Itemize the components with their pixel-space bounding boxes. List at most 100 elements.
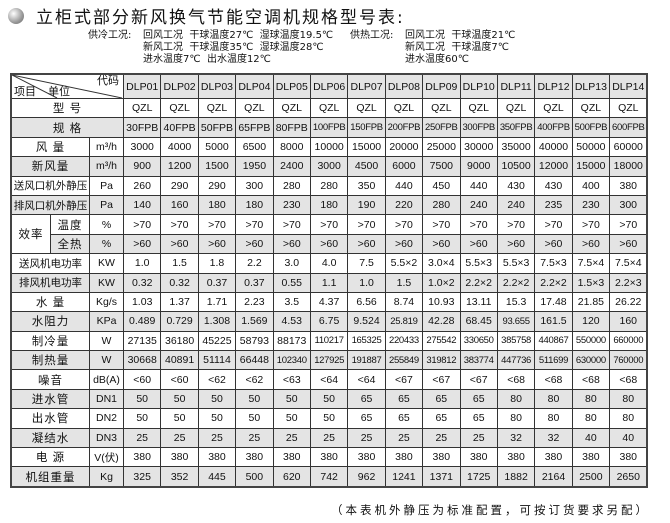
- cell-value: 110217: [309, 330, 349, 352]
- cell-value: 400FPB: [534, 117, 573, 138]
- cell-value: 0.32: [122, 272, 162, 293]
- cell-value: 50: [235, 408, 274, 429]
- cell-value: <60: [160, 369, 199, 390]
- cell-value: 1.308: [197, 311, 237, 332]
- model-code: DLP14: [609, 73, 648, 99]
- cell-value: 380: [384, 447, 424, 468]
- cell-value: 40FPB: [160, 117, 199, 138]
- row-unit: V(伏): [89, 447, 124, 468]
- table-row: 排风口机外静压 Pa 140 160 180 180 230 180 190 220 280 240 2…: [10, 194, 648, 216]
- cell-value: >70: [197, 214, 237, 235]
- cell-value: >70: [422, 214, 461, 235]
- table-row: 机组重量 Kg 325 352 445 500 620 742 962 1241 1371 1725 1…: [10, 466, 648, 488]
- cell-value: 15000: [347, 136, 386, 158]
- cell-value: 440867: [534, 330, 573, 352]
- cell-value: 380: [496, 447, 536, 468]
- row-label: 排风机电功率: [10, 272, 90, 293]
- cell-value: 2.2×2: [534, 272, 573, 293]
- cell-value: 220433: [384, 330, 424, 352]
- row-label: 电 源: [10, 447, 90, 468]
- model-code: DLP05: [272, 73, 311, 99]
- cell-value: <68: [571, 369, 611, 390]
- cell-value: 93.655: [496, 311, 536, 332]
- cell-value: 15.3: [496, 291, 536, 313]
- cell-value: >70: [272, 214, 311, 235]
- model-code: DLP10: [459, 73, 498, 99]
- cell-value: 1.8: [197, 253, 237, 274]
- cell-value: 1.569: [235, 311, 274, 332]
- cell-value: 180: [197, 194, 237, 216]
- cell-value: 383774: [459, 350, 498, 371]
- page-title: 立柜式部分新风换气节能空调机规格型号表:: [8, 3, 405, 28]
- cell-value: 191887: [347, 350, 386, 371]
- cell-value: 290: [160, 175, 199, 196]
- cell-value: 0.37: [197, 272, 237, 293]
- cell-value: >70: [496, 214, 536, 235]
- cell-value: 50: [272, 408, 311, 429]
- heating-label: 供热工况:: [350, 30, 394, 41]
- cell-value: 280: [272, 175, 311, 196]
- cell-value: 50: [309, 408, 349, 429]
- cell-value: <63: [272, 369, 311, 390]
- cell-value: 25: [309, 427, 349, 449]
- cell-value: 1.0: [347, 272, 386, 293]
- cell-value: >70: [347, 214, 386, 235]
- cell-value: 1371: [422, 466, 461, 488]
- cell-value: 80: [609, 408, 648, 429]
- cell-value: >60: [272, 233, 311, 255]
- cell-value: 25: [459, 427, 498, 449]
- cell-value: 380: [197, 447, 237, 468]
- cell-value: 7.5×3: [534, 253, 573, 274]
- cell-value: 230: [571, 194, 611, 216]
- cell-value: 30000: [459, 136, 498, 158]
- row-label: 风 量: [10, 136, 90, 158]
- cell-value: 962: [347, 466, 386, 488]
- cell-value: >60: [422, 233, 461, 255]
- cell-value: 400: [571, 175, 611, 196]
- cell-value: 80: [496, 388, 536, 410]
- cell-value: 1241: [384, 466, 424, 488]
- cell-value: 2400: [272, 156, 311, 177]
- row-label: 温度: [50, 214, 90, 235]
- cell-value: 660000: [609, 330, 648, 352]
- cell-value: 58793: [235, 330, 274, 352]
- cell-value: 1.71: [197, 291, 237, 313]
- cell-value: 8000: [272, 136, 311, 158]
- cell-value: >70: [609, 214, 648, 235]
- row-label: 送风口机外静压: [10, 175, 90, 196]
- cell-value: 4.37: [309, 291, 349, 313]
- cell-value: 190: [347, 194, 386, 216]
- cell-value: QZL: [347, 97, 386, 119]
- cell-value: <60: [122, 369, 162, 390]
- cooling-label: 供冷工况:: [88, 30, 132, 41]
- model-code: DLP11: [496, 73, 536, 99]
- cell-value: 500FPB: [571, 117, 611, 138]
- cell-value: 127925: [309, 350, 349, 371]
- table-row: 全热% >60 >60 >60 >60 >60 >60 >60 >60 >60 >60 >60 >60 >…: [11, 233, 648, 255]
- cell-value: 102340: [272, 350, 311, 371]
- cell-value: 385758: [496, 330, 536, 352]
- cell-value: 1725: [459, 466, 498, 488]
- cell-value: 40000: [534, 136, 573, 158]
- table-row: 风 量 m³/h 3000 4000 5000 6500 8000 10000 15000 200…: [10, 136, 648, 158]
- cell-value: >60: [347, 233, 386, 255]
- cell-value: 80: [534, 388, 573, 410]
- cell-value: 230: [272, 194, 311, 216]
- cell-value: >70: [160, 214, 199, 235]
- cell-value: <68: [609, 369, 648, 390]
- cell-value: 630000: [571, 350, 611, 371]
- cooling-line: 新风工况 干球温度35℃ 湿球温度28℃: [143, 42, 324, 53]
- cell-value: 220: [384, 194, 424, 216]
- cell-value: 50: [122, 408, 162, 429]
- cell-value: 760000: [609, 350, 648, 371]
- cell-value: >60: [197, 233, 237, 255]
- row-unit: KPa: [89, 311, 124, 332]
- cell-value: 5.5×2: [384, 253, 424, 274]
- cell-value: >60: [309, 233, 349, 255]
- cell-value: 1882: [496, 466, 536, 488]
- cell-value: QZL: [272, 97, 311, 119]
- cell-value: <64: [347, 369, 386, 390]
- table-row: 新风量 m³/h 900 1200 1500 1950 2400 3000 4500 6000 75…: [10, 156, 648, 177]
- cell-value: >60: [571, 233, 611, 255]
- cell-value: QZL: [384, 97, 424, 119]
